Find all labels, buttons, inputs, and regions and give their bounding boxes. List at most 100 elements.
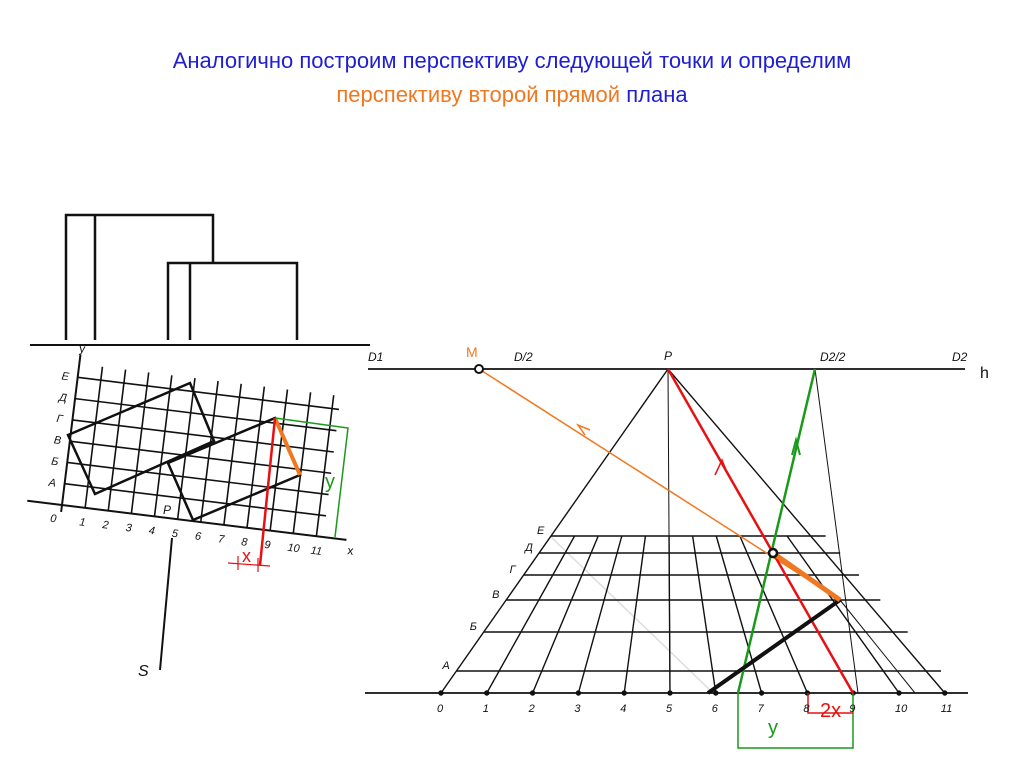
- plan-row-label: Е: [61, 370, 70, 383]
- grid-converging-line: [691, 535, 717, 694]
- perspective-row-label: Б: [470, 621, 477, 633]
- plan-row-label: В: [53, 434, 62, 447]
- right-boundary: [667, 368, 946, 694]
- d2-half-label: D2/2: [820, 350, 846, 364]
- m-label: M: [466, 344, 478, 360]
- plan-grid-column: [269, 389, 289, 531]
- plan-grid-row: [67, 461, 329, 496]
- plan-orange-segment: [273, 417, 302, 476]
- h-label: h: [980, 365, 989, 382]
- plan-grid-column: [223, 383, 242, 525]
- base-tick: [438, 690, 444, 696]
- perspective-grid: [365, 368, 968, 696]
- perspective-row-label: А: [441, 660, 449, 672]
- base-tick: [575, 690, 582, 696]
- plan-view-line: [159, 537, 173, 671]
- plan-grid-column: [199, 380, 219, 523]
- grid-converging-line: [715, 535, 763, 694]
- plan-grid-column: [246, 386, 266, 528]
- plan-grid-column: [153, 375, 173, 517]
- base-tick-label: 0: [437, 703, 444, 715]
- plan-x-tick: 2: [101, 519, 110, 532]
- perspective-row-label: В: [492, 589, 499, 601]
- base-tick: [621, 690, 627, 696]
- base-tick: [667, 690, 673, 696]
- title-line-1: Аналогично построим перспективу следующе…: [172, 48, 852, 73]
- base-tick-label: 2: [528, 703, 535, 715]
- base-tick-label: 4: [620, 703, 626, 715]
- base-tick-label: 6: [712, 703, 719, 715]
- base-tick-label: 1: [483, 703, 489, 715]
- plan-row-label: Д: [56, 391, 67, 404]
- plan-x-tick: 11: [310, 545, 323, 558]
- dim-y: [737, 693, 854, 749]
- plan-dim-y-label: y: [325, 471, 335, 493]
- plan-rectangle-1: [66, 381, 216, 496]
- grid-converging-line: [486, 535, 576, 694]
- title-line-2: перспективу второй прямой плана: [0, 78, 1024, 112]
- plan-grid-row: [69, 440, 332, 475]
- base-tick: [713, 690, 719, 696]
- perspective-row-label: Е: [537, 525, 545, 537]
- d-half-label: D/2: [514, 350, 533, 364]
- p-label: P: [664, 349, 672, 363]
- plan-s-label: S: [138, 663, 149, 680]
- base-tick: [484, 690, 490, 696]
- plan-x-tick: 9: [264, 539, 272, 552]
- plan-x-tick: 5: [171, 528, 179, 541]
- base-tick: [896, 690, 902, 696]
- plan-dim-y: [274, 417, 349, 538]
- plan-x-tick: 7: [217, 533, 225, 546]
- m-point: [474, 364, 484, 374]
- dim-2x-label: 2x: [820, 700, 841, 722]
- plan-x-tick: 8: [240, 536, 248, 549]
- plan-red-line: [258, 417, 277, 566]
- black-segment: [706, 598, 842, 695]
- d2-label: D2: [952, 350, 968, 364]
- plan-grid-column: [176, 378, 196, 520]
- plan-x-tick: 10: [287, 542, 301, 556]
- title-end: плана: [626, 82, 688, 107]
- plan-grid-column: [292, 392, 312, 534]
- elevation: [30, 213, 370, 346]
- grid-converging-line: [739, 535, 809, 694]
- plan-grid-row: [74, 397, 337, 432]
- plan-x-tick: 3: [125, 522, 133, 535]
- plan-dim-x-label: x: [242, 546, 251, 566]
- base-tick-label: 7: [758, 703, 765, 715]
- plan-grid-column: [84, 366, 104, 508]
- base-tick-label: 9: [849, 703, 855, 715]
- plan-grid-row: [72, 419, 334, 453]
- plan-row-label: Г: [56, 413, 64, 426]
- plan-x-tick: 6: [194, 530, 202, 543]
- base-tick-label: 3: [574, 703, 581, 715]
- base-tick: [758, 690, 765, 696]
- plan-x-axis: [27, 499, 347, 541]
- grid-converging-line: [577, 535, 623, 694]
- grid-converging-line: [531, 535, 599, 694]
- base-tick: [529, 690, 536, 696]
- base-tick-label: 11: [941, 703, 952, 715]
- perspective-row-label: Д: [523, 542, 533, 554]
- grid-converging-line: [668, 535, 671, 694]
- plan-x-tick: 1: [79, 516, 87, 529]
- plan-grid-row: [77, 376, 340, 411]
- base-tick: [942, 690, 948, 696]
- base-tick-label: 5: [666, 703, 673, 715]
- plan-row-label: Б: [50, 456, 59, 469]
- d1-label: D1: [368, 350, 383, 364]
- dim-y-label: y: [768, 717, 778, 739]
- orange-segment: [771, 550, 842, 603]
- found-point: [767, 547, 779, 559]
- plan-axis-y-label: y: [78, 341, 86, 356]
- construction-lines: [474, 364, 855, 749]
- dim-2x: [807, 693, 853, 714]
- plan-shapes: [66, 381, 349, 671]
- red-line: [666, 368, 855, 694]
- green-line: [736, 368, 817, 694]
- perspective-row-label: Г: [510, 564, 517, 576]
- title-highlight: перспективу второй прямой: [336, 82, 621, 107]
- left-boundary: [440, 368, 669, 694]
